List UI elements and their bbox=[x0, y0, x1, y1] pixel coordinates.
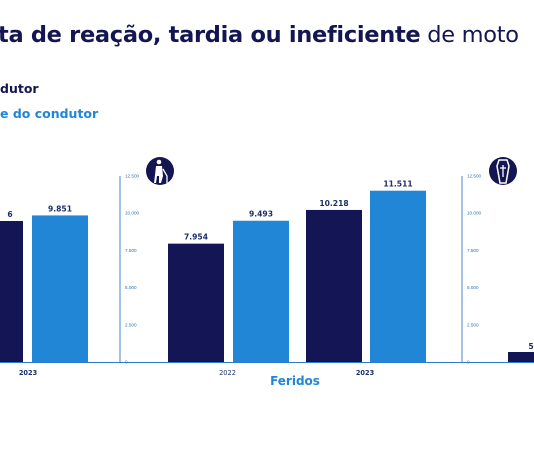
x-axis-label-feridos: Feridos bbox=[270, 374, 320, 388]
chart-title-bold: ta de reação, tardia ou ineficiente bbox=[0, 22, 421, 48]
y-tick-label-right-1: 2.500 bbox=[467, 322, 479, 327]
bar-left-series1-2023 bbox=[0, 221, 23, 362]
y-tick-label-right-4: 10.000 bbox=[467, 211, 481, 216]
coffin-cross-icon bbox=[489, 157, 517, 185]
value-label-series2-2022: 9.493 bbox=[249, 210, 273, 219]
walker-person-icon bbox=[146, 157, 174, 185]
y-tick-label-middle-3: 7.500 bbox=[125, 248, 137, 253]
y-tick-label-right-2: 5.000 bbox=[467, 285, 479, 290]
bar-series1-2022 bbox=[168, 243, 224, 362]
y-tick-label-right-5: 12.500 bbox=[467, 174, 481, 179]
y-tick-label-right-0: 0 bbox=[467, 360, 470, 365]
x-tick-label-2023: 2023 bbox=[356, 369, 375, 377]
y-tick-label-middle-1: 2.500 bbox=[125, 322, 137, 327]
legend-item-series2: e do condutor bbox=[0, 106, 99, 121]
x-tick-label-2022: 2022 bbox=[219, 369, 236, 377]
value-label-left-series1-2023: 6 bbox=[7, 210, 12, 219]
y-tick-label-middle-0: 0 bbox=[125, 360, 128, 365]
y-tick-label-middle-4: 10.000 bbox=[125, 211, 139, 216]
bar-left-series2-2023 bbox=[32, 215, 88, 362]
value-label-left-series2-2023: 9.851 bbox=[48, 204, 72, 213]
y-tick-label-right-3: 7.500 bbox=[467, 248, 479, 253]
value-label-series2-2023: 11.511 bbox=[383, 180, 412, 189]
x-tick-label-left-2023: 2023 bbox=[19, 369, 38, 377]
bar-series2-2022 bbox=[233, 220, 289, 362]
bar-series1-2023 bbox=[306, 209, 362, 362]
value-label-series1-2023: 10.218 bbox=[319, 199, 348, 208]
bar-right-series1 bbox=[508, 352, 534, 362]
chart-title-light: de moto bbox=[420, 22, 519, 48]
bar-series2-2023 bbox=[370, 190, 426, 362]
value-label-right-series1: 5 bbox=[528, 342, 533, 351]
value-label-series1-2022: 7.954 bbox=[184, 233, 208, 242]
y-tick-label-middle-5: 12.500 bbox=[125, 174, 139, 179]
chart-title: ta de reação, tardia ou ineficiente de m… bbox=[0, 22, 519, 48]
y-tick-label-middle-2: 5.000 bbox=[125, 285, 137, 290]
legend-item-series1: dutor bbox=[0, 81, 39, 96]
